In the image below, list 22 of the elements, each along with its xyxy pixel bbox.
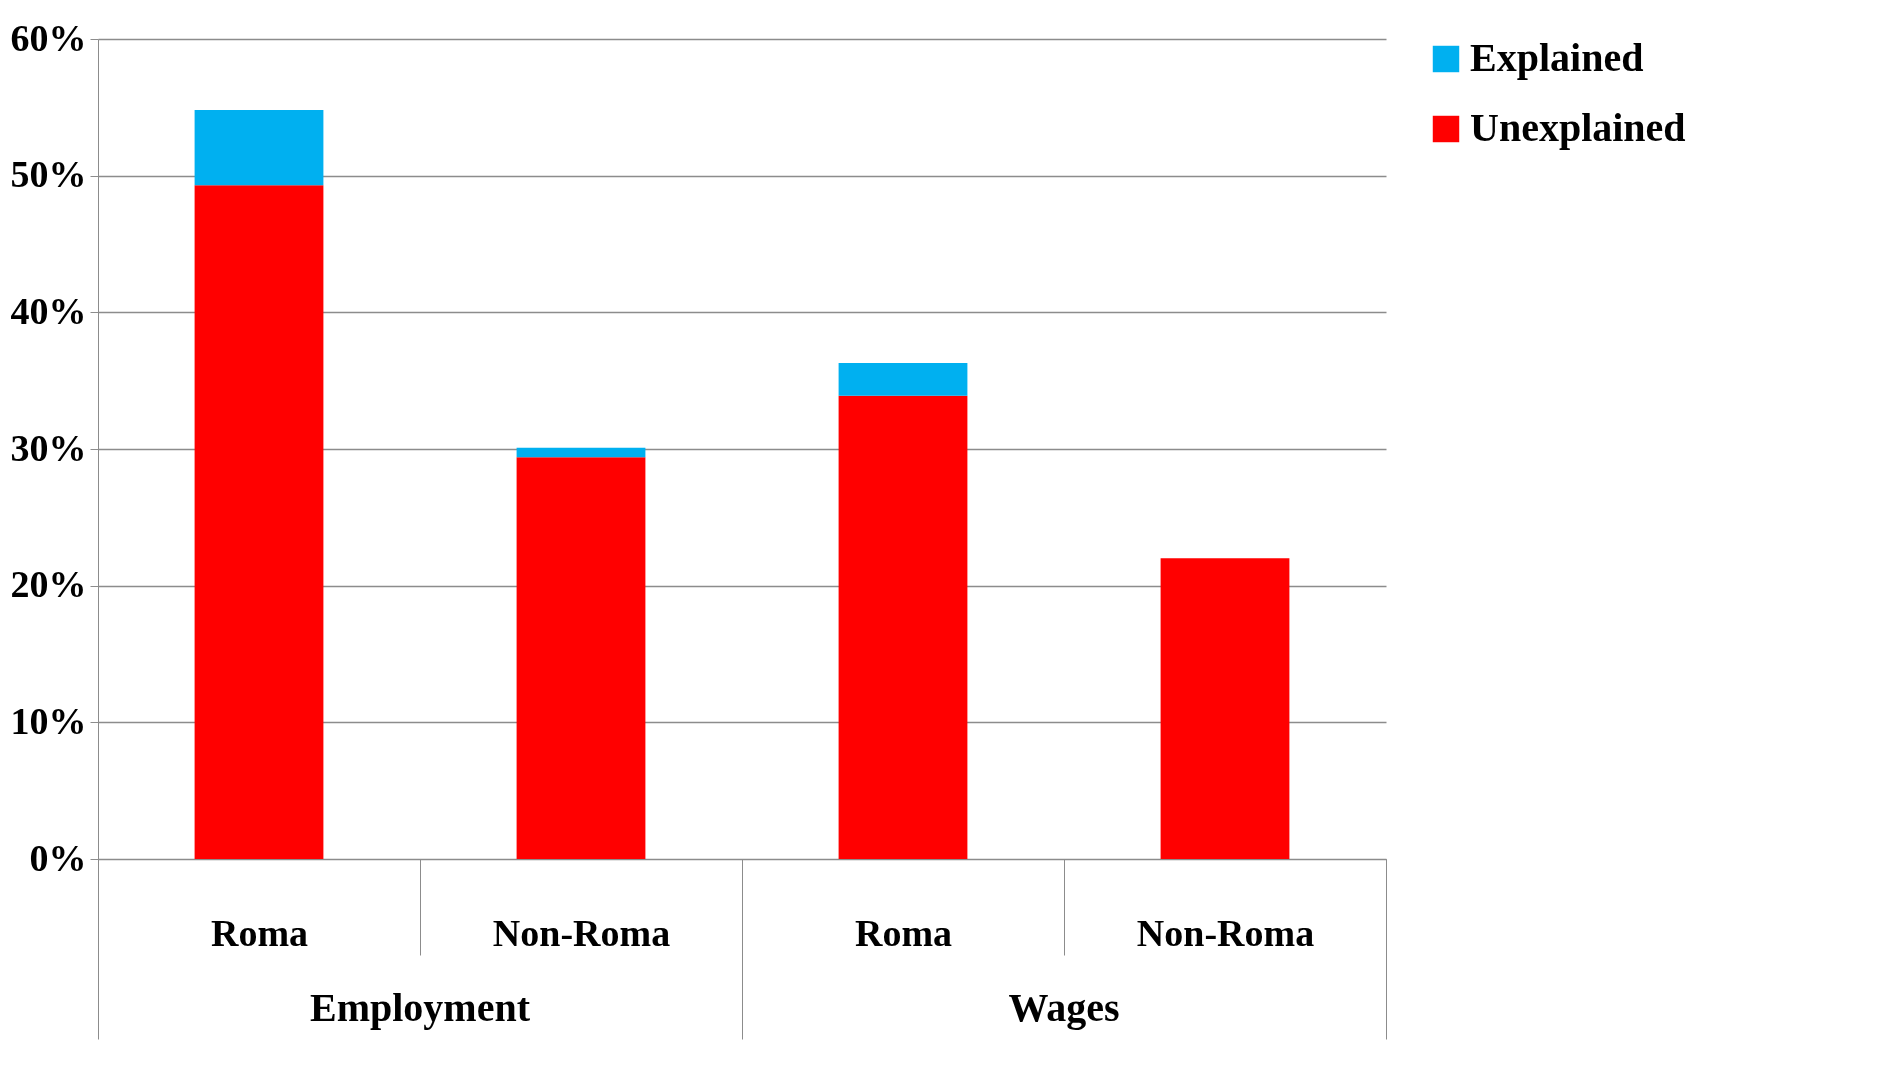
- y-tick-label: 20%: [10, 563, 87, 606]
- text: Employment: [310, 985, 531, 1030]
- x-tick-label: Roma: [854, 911, 953, 954]
- x-tick-label: Roma: [210, 911, 309, 954]
- bar: [838, 362, 968, 396]
- legend-label: Explained: [1470, 35, 1644, 80]
- x-tick-label: Non-Roma: [1136, 911, 1315, 954]
- text: Wages: [1008, 985, 1120, 1030]
- bar: [194, 185, 324, 859]
- bar: [516, 447, 646, 458]
- y-tick-label: 50%: [10, 153, 87, 196]
- y-tick-label: 0%: [29, 836, 87, 879]
- y-tick-label: 40%: [10, 289, 87, 332]
- bar: [194, 110, 324, 186]
- x-tick-label: Non-Roma: [492, 911, 671, 954]
- bar: [838, 395, 968, 859]
- y-tick-label: 10%: [10, 699, 87, 742]
- y-tick-label: 60%: [10, 16, 87, 59]
- bar: [1160, 558, 1290, 859]
- legend-label: Unexplained: [1470, 105, 1686, 150]
- y-tick-label: 30%: [10, 426, 87, 469]
- bar: [516, 457, 646, 859]
